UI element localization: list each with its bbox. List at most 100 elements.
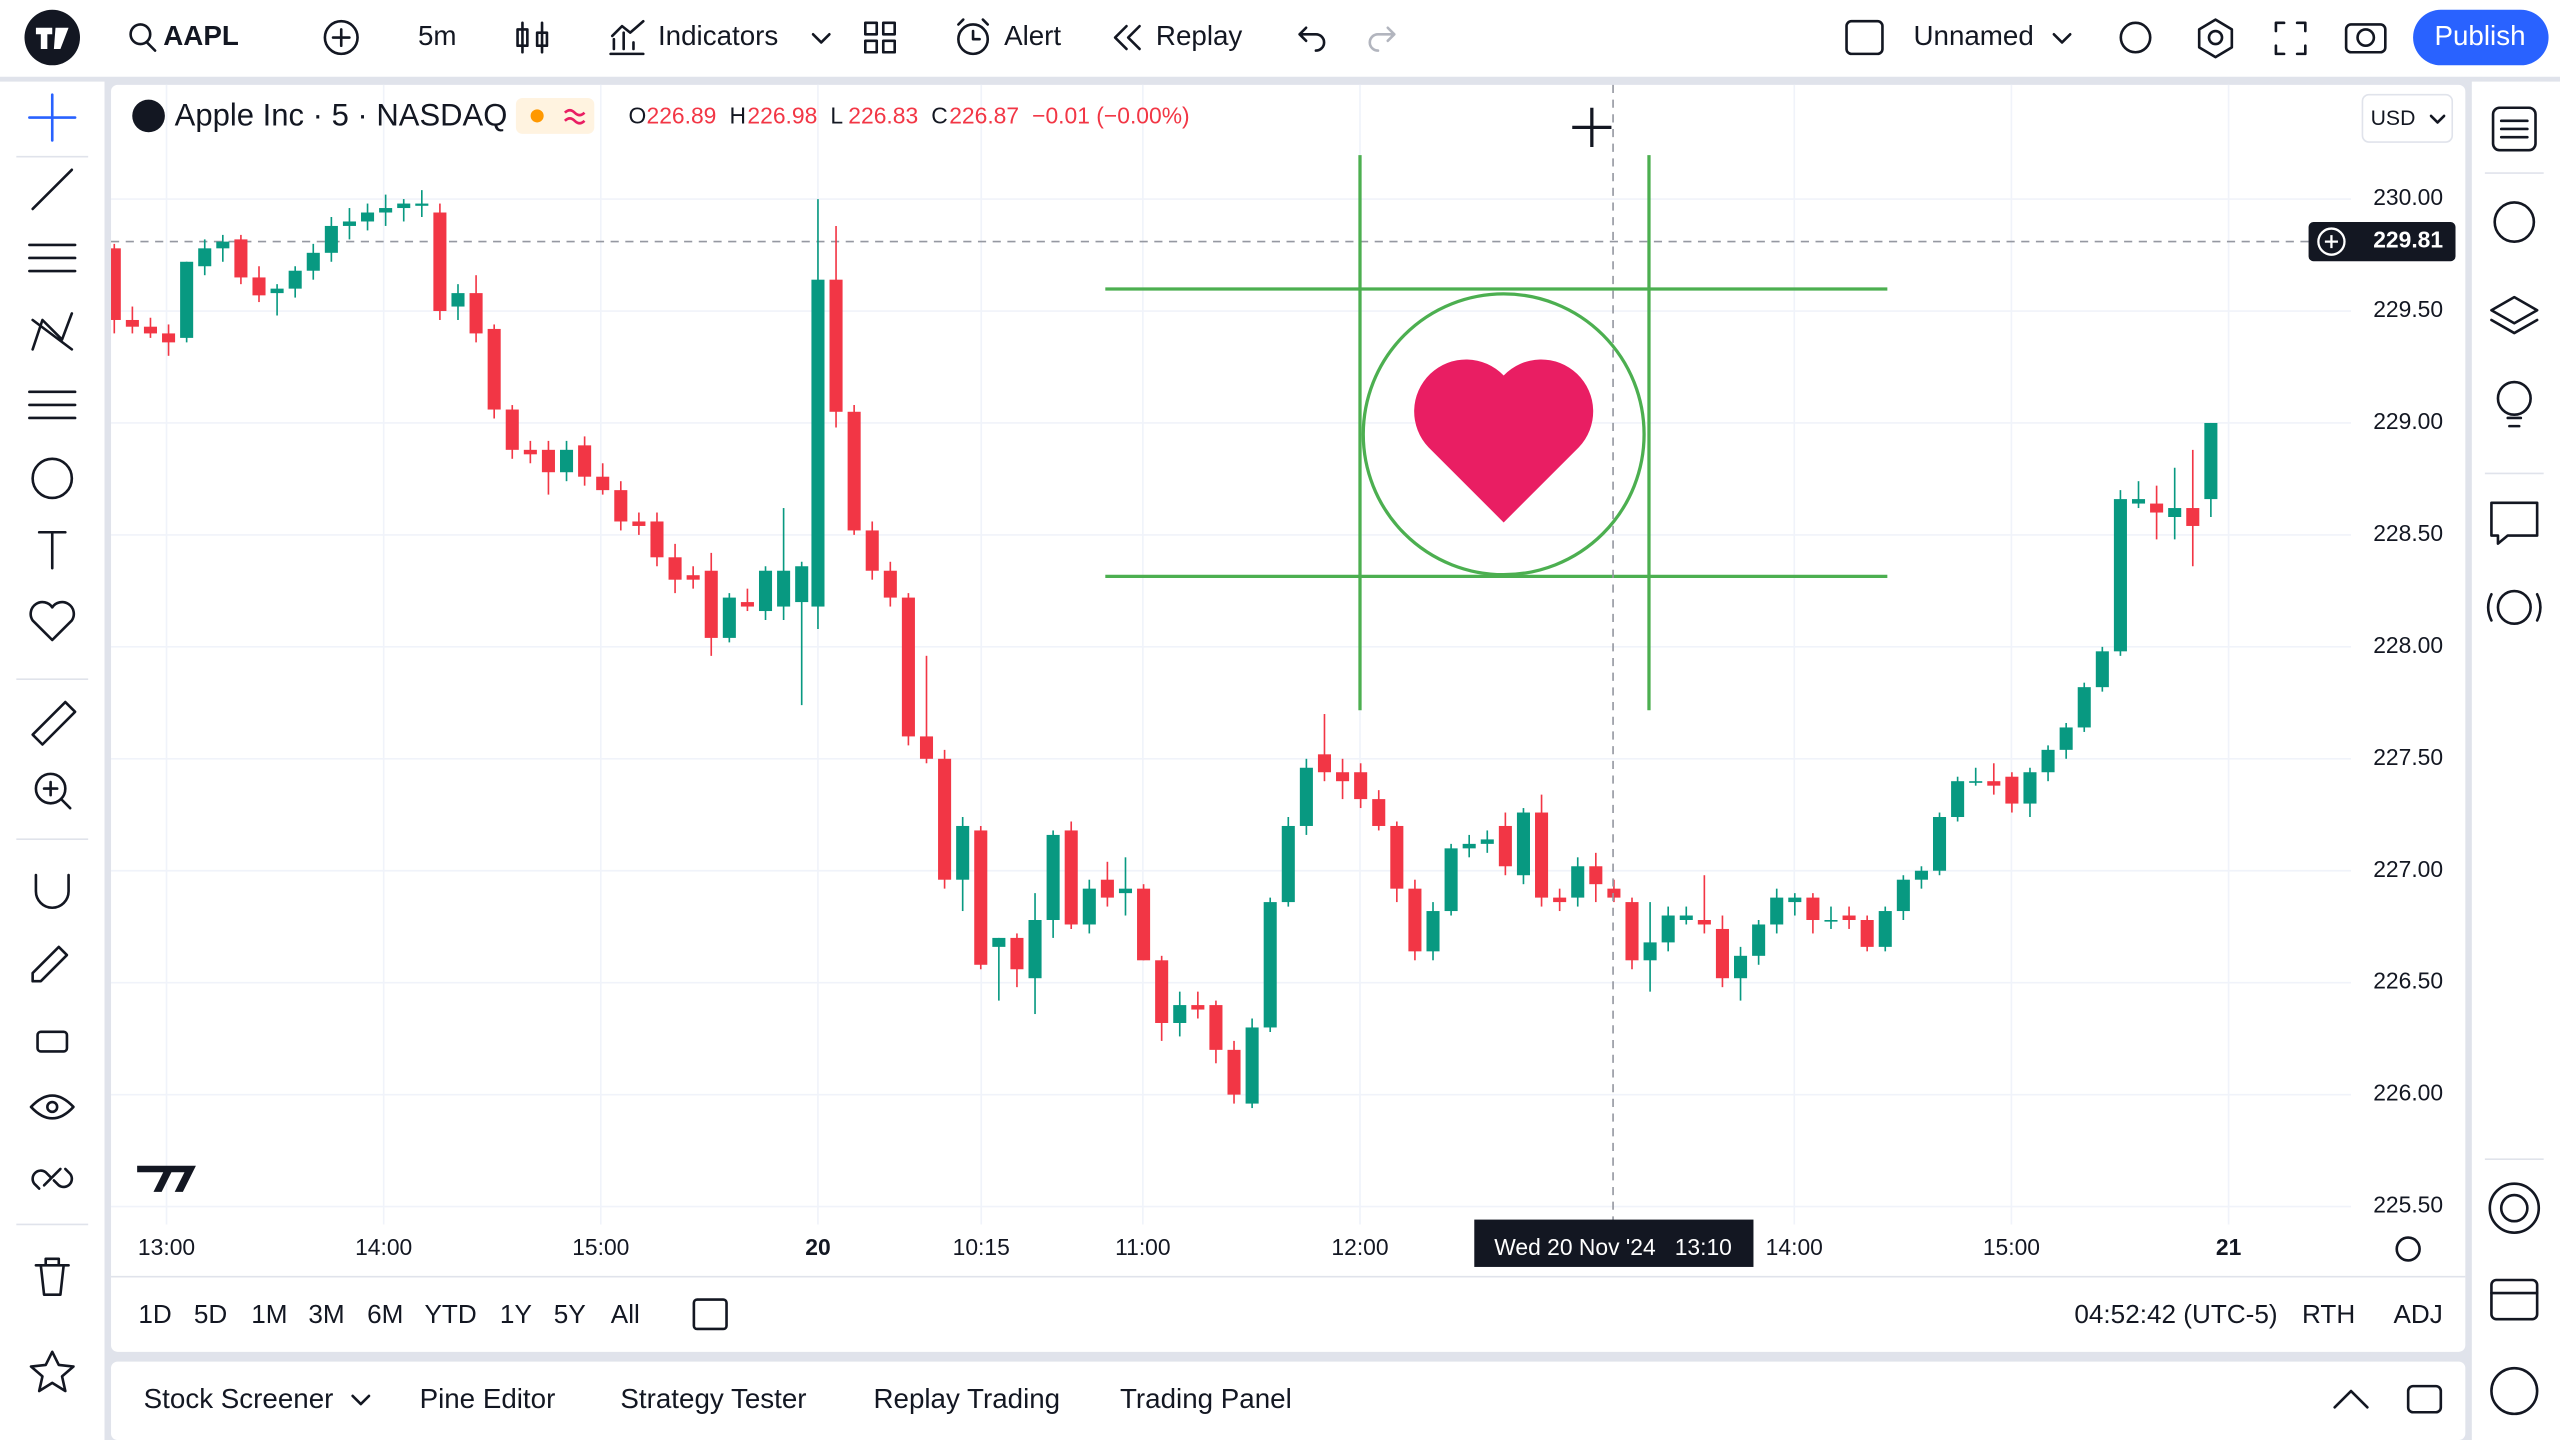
candle-body — [306, 252, 320, 271]
candle-body — [1806, 897, 1820, 921]
targets[interactable] — [2488, 1182, 2541, 1234]
range-button[interactable]: 1Y — [500, 1299, 532, 1329]
snapshot[interactable] — [2344, 23, 2387, 54]
calendar[interactable] — [2490, 1278, 2539, 1321]
adjust[interactable]: ADJ — [2393, 1299, 2442, 1329]
trend-line[interactable] — [31, 168, 74, 211]
streams[interactable] — [2496, 589, 2532, 625]
magnet[interactable] — [34, 873, 70, 910]
streams — [2486, 592, 2542, 622]
icon-tool[interactable] — [29, 600, 76, 642]
panel-tab[interactable]: Pine Editor — [420, 1383, 556, 1414]
alert[interactable]: Alert — [1004, 20, 1061, 51]
publish-button[interactable] — [2413, 9, 2549, 66]
favorites[interactable] — [29, 1350, 75, 1393]
crosshair-tool[interactable] — [28, 93, 77, 142]
interval[interactable]: 5m — [418, 20, 457, 51]
watchlist[interactable] — [2491, 106, 2537, 152]
currency-button[interactable] — [2361, 93, 2454, 143]
axis-settings[interactable] — [2395, 1236, 2421, 1262]
alerts[interactable] — [2493, 201, 2536, 243]
candle-body — [1951, 781, 1965, 818]
delete[interactable] — [34, 1257, 70, 1296]
range-button[interactable]: 1D — [138, 1299, 171, 1329]
maximize[interactable] — [2406, 1384, 2443, 1414]
range-button[interactable]: 5Y — [554, 1299, 586, 1329]
add-alert[interactable] — [2317, 227, 2346, 256]
candle-body — [1137, 888, 1151, 961]
indicators[interactable]: Indicators — [658, 20, 778, 51]
collapse[interactable] — [2333, 1389, 2369, 1409]
replay[interactable]: Replay — [1156, 20, 1243, 51]
candle-body — [1118, 888, 1133, 894]
candle-body — [1625, 902, 1639, 961]
add-symbol[interactable] — [323, 19, 359, 56]
candle-body — [361, 212, 375, 222]
session[interactable]: RTH — [2302, 1299, 2355, 1329]
range-button[interactable]: 1M — [251, 1299, 287, 1329]
measure[interactable] — [31, 700, 77, 746]
dropdown[interactable] — [2052, 32, 2072, 44]
object-tree[interactable] — [2490, 295, 2539, 335]
candle-body — [1752, 924, 1766, 956]
range-button[interactable]: YTD — [424, 1299, 476, 1329]
candle-body — [2005, 776, 2019, 804]
prediction-tool[interactable] — [28, 390, 77, 420]
x-tick-label: 15:00 — [1983, 1234, 2040, 1260]
range-button[interactable]: 6M — [367, 1299, 403, 1329]
panel-tab[interactable]: Strategy Tester — [620, 1383, 806, 1414]
text-tool[interactable] — [37, 530, 67, 570]
candle-body — [1408, 888, 1422, 952]
fib-tool[interactable] — [28, 243, 77, 273]
zoom[interactable] — [34, 772, 67, 805]
ideas[interactable] — [2496, 380, 2532, 417]
candle-body — [469, 293, 483, 334]
fullscreen[interactable] — [2274, 21, 2307, 56]
stay-drawing[interactable] — [31, 945, 69, 983]
logo[interactable] — [24, 9, 80, 66]
user-drawing[interactable] — [1105, 155, 1888, 711]
lock[interactable] — [36, 1030, 69, 1053]
ohlc-value: 226.87 — [949, 103, 1019, 129]
ohlc-key: H — [729, 103, 746, 129]
y-tick-label: 229.50 — [2373, 296, 2443, 322]
ohlc-change: −0.01 (−0.00%) — [1032, 103, 1189, 129]
help[interactable] — [2490, 1366, 2539, 1416]
candle-body — [1462, 843, 1476, 849]
candle-body — [1788, 897, 1802, 903]
hide[interactable] — [29, 1094, 75, 1120]
link[interactable] — [31, 1167, 74, 1190]
add-alert-icon — [2324, 235, 2338, 249]
publish[interactable]: Publish — [2434, 20, 2525, 51]
y-tick-label: 230.00 — [2373, 184, 2443, 210]
redo[interactable] — [1368, 26, 1396, 52]
candle-body — [1281, 825, 1295, 903]
panel-tab[interactable]: Replay Trading — [873, 1383, 1060, 1414]
watchlist — [2499, 119, 2529, 139]
currency[interactable]: USD — [2371, 107, 2416, 130]
candle-body — [487, 328, 501, 410]
session-badge — [515, 97, 595, 134]
candle-body — [865, 530, 879, 571]
ohlc-value: 226.98 — [747, 103, 817, 129]
panel-tab[interactable]: Trading Panel — [1120, 1383, 1292, 1414]
panel-tab[interactable]: Stock Screener — [144, 1383, 334, 1414]
undo[interactable] — [1298, 26, 1326, 52]
pattern-tool[interactable] — [31, 312, 74, 351]
dropdown[interactable] — [351, 1394, 371, 1406]
ohlc-key: O — [629, 103, 647, 129]
chats[interactable] — [2490, 501, 2539, 545]
symbol[interactable]: AAPL — [163, 20, 239, 51]
layout-name[interactable]: Unnamed — [1913, 20, 2033, 51]
range-button[interactable]: 5D — [194, 1299, 227, 1329]
goto-date[interactable] — [692, 1298, 728, 1331]
chart-type[interactable] — [516, 21, 549, 54]
dropdown[interactable] — [811, 32, 831, 44]
templates[interactable] — [864, 21, 897, 54]
settings[interactable] — [2197, 18, 2234, 59]
quick-search[interactable] — [2119, 21, 2152, 54]
brush-tool[interactable] — [31, 457, 74, 500]
range-button[interactable]: 3M — [308, 1299, 344, 1329]
range-button[interactable]: All — [611, 1299, 640, 1329]
candle-body — [686, 575, 700, 580]
